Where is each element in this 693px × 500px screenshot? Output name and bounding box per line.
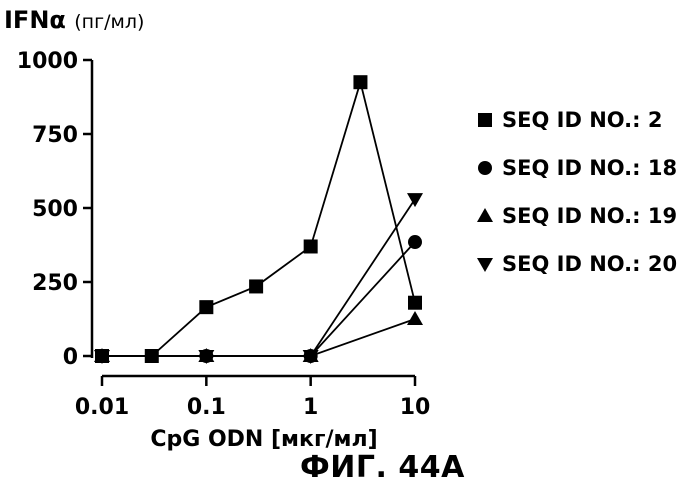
data-point-series-1 [95, 349, 109, 363]
x-tick-label: 1 [303, 395, 318, 420]
legend-item: SEQ ID NO.: 18 [474, 144, 677, 192]
triangle-up-marker-icon [474, 205, 496, 227]
data-point-series-4 [407, 193, 423, 207]
data-point-series-1 [353, 75, 367, 89]
legend-label: SEQ ID NO.: 18 [502, 156, 677, 180]
series-line-2 [102, 242, 415, 356]
data-point-series-1 [249, 279, 263, 293]
legend-marker [478, 161, 492, 175]
chart-legend: SEQ ID NO.: 2 SEQ ID NO.: 18 SEQ ID NO.: 1… [474, 96, 677, 288]
legend-label: SEQ ID NO.: 19 [502, 204, 677, 228]
x-tick-label: 0.01 [75, 395, 129, 420]
x-tick-label: 0.1 [187, 395, 226, 420]
data-point-series-1 [408, 296, 422, 310]
legend-label: SEQ ID NO.: 20 [502, 252, 677, 276]
legend-item: SEQ ID NO.: 2 [474, 96, 677, 144]
circle-marker-icon [474, 157, 496, 179]
legend-marker [477, 258, 493, 272]
data-point-series-3 [407, 311, 423, 325]
triangle-down-marker-icon [474, 253, 496, 275]
series-line-1 [102, 82, 415, 356]
y-tick-label: 0 [63, 345, 78, 370]
series-line-4 [102, 199, 415, 356]
legend-marker [477, 208, 493, 222]
legend-label: SEQ ID NO.: 2 [502, 108, 662, 132]
x-axis-label: CpG ODN [мкг/мл] [150, 427, 377, 452]
x-tick-label: 10 [400, 395, 431, 420]
y-tick-label: 500 [32, 197, 78, 222]
legend-marker [478, 113, 492, 127]
figure-label: ФИГ. 44А [300, 450, 465, 485]
data-point-series-2 [408, 235, 422, 249]
series-markers [94, 75, 423, 364]
square-marker-icon [474, 109, 496, 131]
axes: 0 250 500 750 1000 0.01 0.1 1 10 [17, 49, 431, 420]
data-point-series-1 [304, 239, 318, 253]
y-tick-label: 1000 [17, 49, 78, 74]
y-tick-label: 750 [32, 123, 78, 148]
data-point-series-1 [199, 300, 213, 314]
legend-item: SEQ ID NO.: 19 [474, 192, 677, 240]
legend-item: SEQ ID NO.: 20 [474, 240, 677, 288]
y-tick-label: 250 [32, 271, 78, 296]
series-lines [102, 82, 415, 356]
data-point-series-1 [145, 349, 159, 363]
